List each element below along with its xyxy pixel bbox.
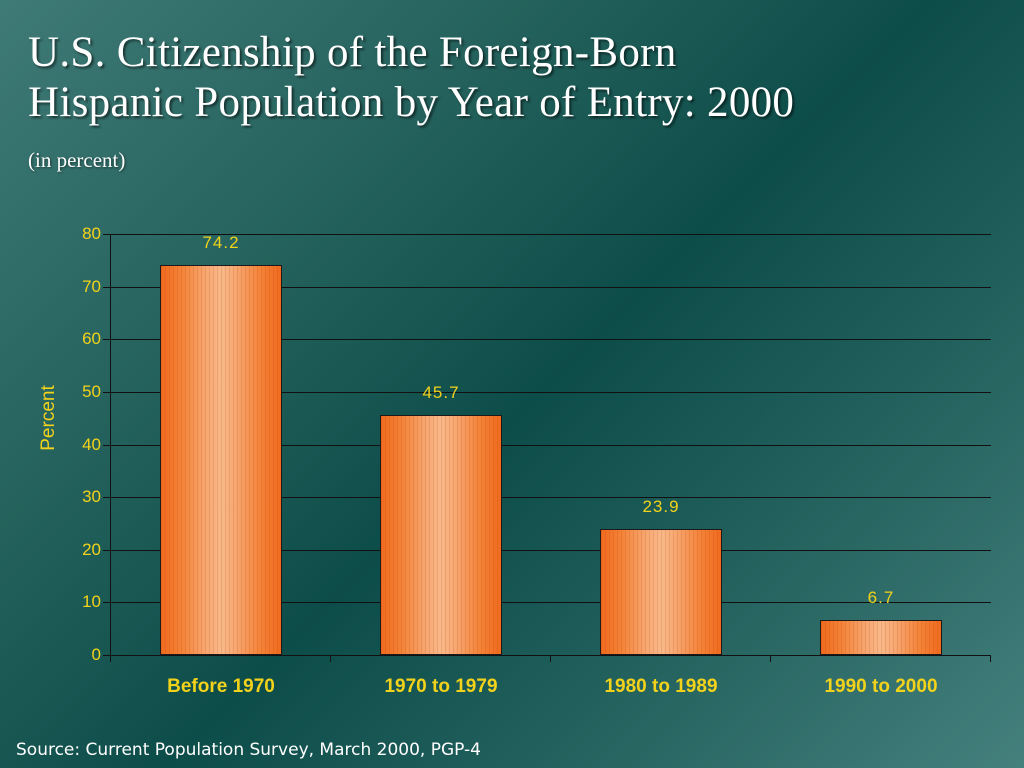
gridline (103, 234, 991, 235)
gridline (103, 391, 991, 393)
x-tick-mark (770, 655, 771, 662)
y-tick-label: 40 (82, 434, 101, 454)
x-tick-mark (550, 655, 551, 662)
y-tick-label: 70 (82, 276, 101, 296)
x-category-label: 1980 to 1989 (604, 676, 718, 697)
gridline (103, 602, 991, 604)
x-category-label: Before 1970 (167, 676, 275, 697)
x-tick-mark (110, 655, 111, 662)
gridline (103, 444, 991, 446)
plot-area: 0 10 20 30 40 50 60 70 80 74.2 Before 1970 45.7 1970… (82, 224, 991, 697)
slide-title: U.S. Citizenship of the Foreign-Born His… (28, 28, 794, 128)
x-tick-mark (330, 655, 331, 662)
bar-value-label: 45.7 (422, 382, 460, 402)
y-tick-label: 30 (82, 487, 101, 507)
title-line-2: Hispanic Population by Year of Entry: 20… (28, 79, 795, 126)
y-tick-label: 10 (82, 592, 101, 612)
x-tick-mark (990, 655, 991, 662)
bar-value-label: 23.9 (642, 497, 680, 517)
x-category-label: 1990 to 2000 (824, 676, 938, 697)
bar-value-label: 6.7 (867, 587, 895, 607)
gridline (103, 655, 991, 656)
bar-1980-to-1989 (600, 529, 722, 655)
bar-before-1970 (160, 264, 282, 655)
y-tick-label: 80 (82, 224, 101, 243)
gridline (103, 286, 991, 288)
title-line-1: U.S. Citizenship of the Foreign-Born (28, 29, 677, 76)
y-tick-label: 60 (82, 329, 101, 349)
slide-subtitle: (in percent) (28, 148, 126, 172)
y-tick-label: 20 (82, 539, 101, 559)
x-category-label: 1970 to 1979 (384, 676, 498, 697)
bar-1990-to-2000 (820, 619, 942, 655)
y-tick-label: 50 (82, 381, 101, 401)
bar-1970-to-1979 (380, 414, 502, 655)
y-tick-label: 0 (91, 645, 101, 664)
gridline (103, 339, 991, 341)
bar-value-label: 74.2 (202, 232, 240, 252)
gridline (103, 497, 991, 499)
source-note: Source: Current Population Survey, March… (16, 740, 481, 760)
gridline (103, 549, 991, 551)
